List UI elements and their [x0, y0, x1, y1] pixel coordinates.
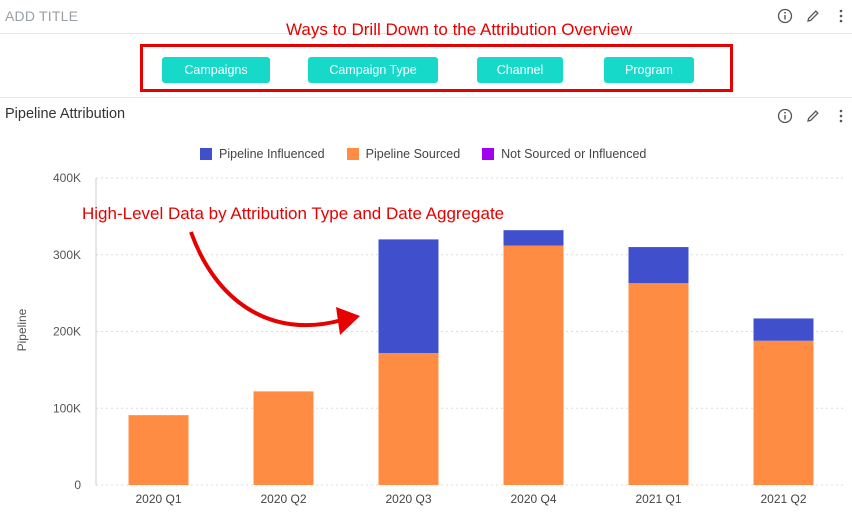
bar-pipeline-influenced-2021-q1[interactable]: [628, 247, 689, 284]
x-tick-label: 2020 Q3: [385, 492, 431, 506]
drill-down-box: Campaigns Campaign Type Channel Program: [140, 44, 733, 92]
x-tick-label: 2020 Q2: [260, 492, 306, 506]
panel-title: Pipeline Attribution: [5, 106, 126, 122]
drill-campaign-type-button[interactable]: Campaign Type: [308, 57, 438, 83]
legend-label-neither: Not Sourced or Influenced: [501, 147, 647, 161]
bar-pipeline-sourced-2020-q1[interactable]: [128, 415, 189, 485]
drill-channel-button[interactable]: Channel: [477, 57, 563, 83]
y-tick-label: 0: [74, 478, 81, 492]
annotation-high-level: High-Level Data by Attribution Type and …: [82, 204, 505, 223]
legend-item-neither[interactable]: Not Sourced or Influenced: [482, 147, 646, 161]
y-tick-label: 300K: [53, 248, 81, 262]
drill-program-button[interactable]: Program: [604, 57, 694, 83]
drill-campaigns-button[interactable]: Campaigns: [162, 57, 270, 83]
add-title-label[interactable]: ADD TITLE: [5, 8, 79, 24]
y-axis-label: Pipeline: [15, 308, 29, 351]
bar-pipeline-sourced-2020-q2[interactable]: [253, 391, 314, 485]
legend-label-influenced: Pipeline Influenced: [219, 147, 325, 161]
annotation-arrow: [189, 231, 360, 335]
header-icons: [776, 7, 850, 25]
bar-pipeline-influenced-2020-q3[interactable]: [378, 239, 439, 353]
x-tick-label: 2020 Q1: [135, 492, 181, 506]
x-tick-label: 2021 Q2: [760, 492, 806, 506]
more-vertical-icon[interactable]: [832, 107, 850, 125]
bar-pipeline-sourced-2020-q3[interactable]: [378, 352, 439, 485]
legend-swatch-neither: [482, 148, 495, 160]
pencil-icon[interactable]: [804, 107, 822, 125]
legend-item-sourced[interactable]: Pipeline Sourced: [346, 147, 461, 161]
y-tick-label: 400K: [53, 171, 81, 185]
bar-pipeline-influenced-2020-q4[interactable]: [503, 230, 564, 246]
chart-legend: Pipeline Influenced Pipeline Sourced Not…: [200, 147, 646, 161]
info-icon[interactable]: [776, 107, 794, 125]
panel-icons: [776, 107, 850, 125]
bar-pipeline-sourced-2020-q4[interactable]: [503, 245, 564, 485]
legend-label-sourced: Pipeline Sourced: [365, 147, 461, 161]
x-tick-label: 2021 Q1: [635, 492, 681, 506]
bar-pipeline-influenced-2021-q2[interactable]: [753, 318, 814, 341]
y-tick-label: 100K: [53, 401, 81, 415]
annotation-drill-down: Ways to Drill Down to the Attribution Ov…: [286, 20, 633, 39]
panel-divider: [0, 97, 852, 98]
bar-pipeline-sourced-2021-q2[interactable]: [753, 340, 814, 485]
dashboard-header: ADD TITLE: [0, 0, 852, 34]
x-tick-label: 2020 Q4: [510, 492, 556, 506]
bar-pipeline-sourced-2021-q1[interactable]: [628, 283, 689, 485]
more-vertical-icon[interactable]: [832, 7, 850, 25]
legend-swatch-sourced: [346, 148, 359, 160]
legend-item-influenced[interactable]: Pipeline Influenced: [200, 147, 325, 161]
y-tick-label: 200K: [53, 325, 81, 339]
pencil-icon[interactable]: [804, 7, 822, 25]
legend-swatch-influenced: [200, 148, 212, 160]
info-icon[interactable]: [776, 7, 794, 25]
